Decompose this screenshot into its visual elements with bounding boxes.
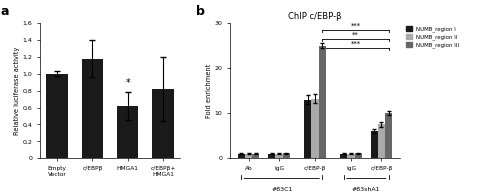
Text: **: ** <box>352 32 359 38</box>
Text: ***: *** <box>350 41 360 47</box>
Bar <box>238 154 245 158</box>
Legend: NUMB_region I, NUMB_region II, NUMB_region III: NUMB_region I, NUMB_region II, NUMB_regi… <box>406 26 460 48</box>
Bar <box>245 154 252 158</box>
Bar <box>348 154 354 158</box>
Bar <box>152 89 174 158</box>
Bar <box>370 131 378 158</box>
Y-axis label: Relative luciferase activity: Relative luciferase activity <box>14 47 20 135</box>
Bar <box>354 153 362 158</box>
Text: #83C1: #83C1 <box>271 187 292 192</box>
Bar <box>282 153 290 158</box>
Bar <box>82 59 103 158</box>
Bar <box>304 100 312 158</box>
Title: ChIP c/EBP-β: ChIP c/EBP-β <box>288 12 342 21</box>
Bar <box>268 154 276 158</box>
Text: ***: *** <box>350 23 360 29</box>
Bar <box>46 74 68 158</box>
Text: *: * <box>126 78 130 88</box>
Bar <box>117 106 138 158</box>
Text: b: b <box>196 5 205 18</box>
Text: a: a <box>1 5 10 18</box>
Bar <box>340 154 347 158</box>
Y-axis label: Fold enrichment: Fold enrichment <box>206 63 212 118</box>
Bar <box>252 154 260 158</box>
Bar <box>378 124 385 158</box>
Bar <box>385 113 392 158</box>
Bar <box>276 154 282 158</box>
Bar <box>318 46 326 158</box>
Bar <box>312 99 318 158</box>
Text: #83shA1: #83shA1 <box>352 187 380 192</box>
